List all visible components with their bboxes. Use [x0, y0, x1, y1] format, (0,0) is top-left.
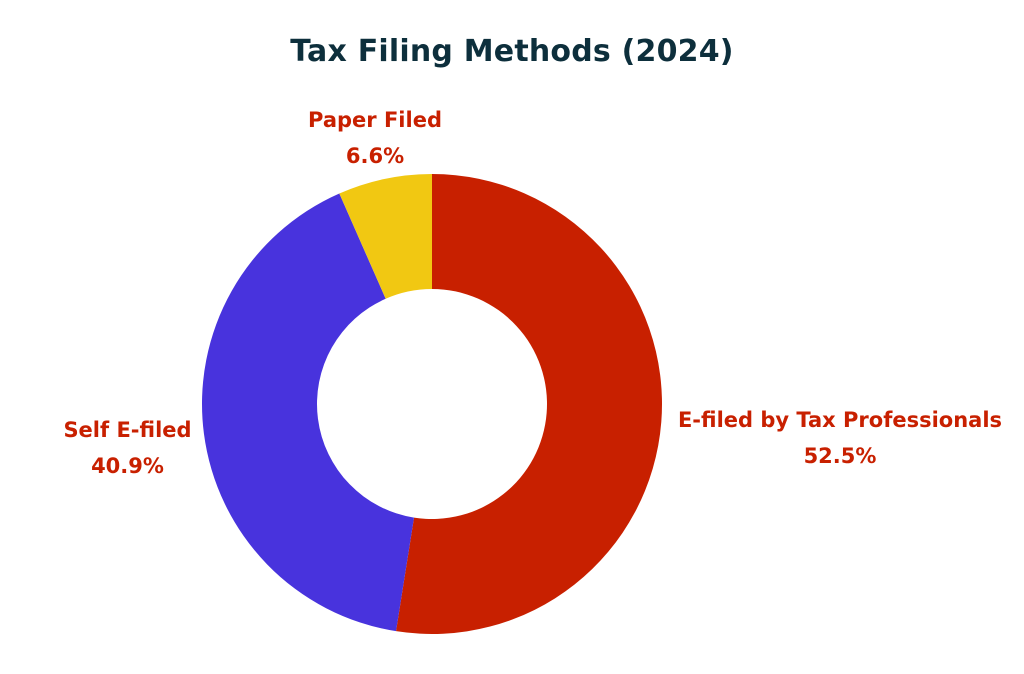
- slice-label-name: Paper Filed: [308, 108, 442, 132]
- slice-label-name: Self E-filed: [63, 418, 192, 442]
- donut-slice-e-filed-by-tax-professionals: [396, 174, 662, 634]
- slice-label-professionals: E-filed by Tax Professionals 52.5%: [660, 402, 1020, 474]
- slice-label-value: 40.9%: [91, 454, 164, 478]
- chart-title: Tax Filing Methods (2024): [290, 34, 734, 69]
- slice-label-paper-filed: Paper Filed 6.6%: [290, 102, 460, 174]
- slice-label-self-efiled: Self E-filed 40.9%: [40, 412, 215, 484]
- donut-slice-self-e-filed: [202, 193, 415, 632]
- slice-label-value: 6.6%: [345, 144, 405, 168]
- donut-slice-paper-filed: [339, 174, 432, 299]
- slice-label-name: E-filed by Tax Professionals: [677, 408, 1003, 432]
- slice-label-value: 52.5%: [803, 444, 877, 468]
